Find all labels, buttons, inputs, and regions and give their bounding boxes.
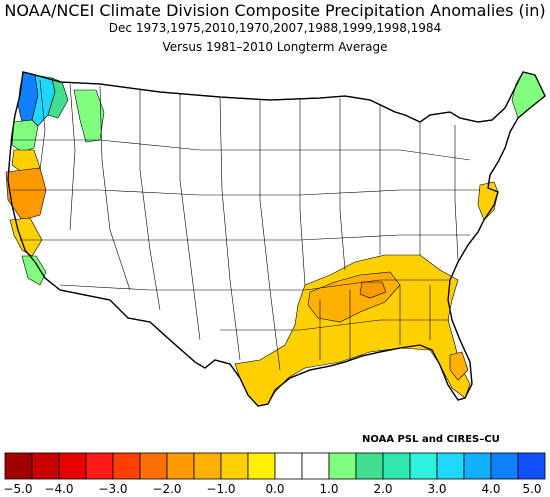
colorbar-swatch [193,452,222,480]
colorbar-swatch [436,452,465,480]
colorbar-swatch [220,452,249,480]
colorbar-ticks: −5.0 −4.0 −3.0 −2.0 −1.0 0.0 1.0 2.0 3.0 4.0 5.0 [3,482,541,496]
anomaly-patches [5,71,546,407]
colorbar-swatch [301,452,330,480]
colorbar-swatch [274,452,303,480]
colorbar: −5.0 −4.0 −3.0 −2.0 −1.0 0.0 1.0 2.0 3.0 4.0 5.0 [3,452,546,496]
colorbar-tick-label: −4.0 [44,482,73,496]
southeast-patch [234,254,471,407]
colorbar-tick-label: 1.0 [319,482,338,496]
colorbar-swatch [139,452,168,480]
colorbar-swatch [463,452,492,480]
colorbar-tick-label: −5.0 [3,482,32,496]
colorbar-swatch [490,452,519,480]
colorbar-swatch [4,452,33,480]
map-title: NOAA/NCEI Climate Division Composite Pre… [4,1,546,20]
md-de-patch [477,181,499,221]
s-ca-patch [21,255,47,286]
division-boundaries [10,79,480,371]
colorbar-tick-label: 0.0 [265,482,284,496]
colorbar-swatch [85,452,114,480]
baseline-subtitle: Versus 1981–2010 Longterm Average [162,40,388,54]
colorbar-tick-label: 3.0 [427,482,446,496]
or-coast-patch [11,119,39,153]
colorbar-swatch [58,452,87,480]
colorbar-tick-label: −3.0 [98,482,127,496]
n-ca-interior-patch [5,167,47,221]
credit-label: NOAA PSL and CIRES–CU [362,434,500,445]
colorbar-swatch [355,452,384,480]
colorbar-swatch [382,452,411,480]
florida-patch [449,351,469,381]
maine-patch [511,71,546,119]
colorbar-swatches [4,452,546,480]
colorbar-swatch [328,452,357,480]
colorbar-tick-label: 5.0 [522,482,541,496]
colorbar-swatch [31,452,60,480]
colorbar-tick-label: −1.0 [206,482,235,496]
colorbar-swatch [166,452,195,480]
us-precip-map [5,71,546,407]
colorbar-tick-label: 2.0 [373,482,392,496]
colorbar-swatch [112,452,141,480]
alabama-patch [359,281,387,299]
colorbar-tick-label: 4.0 [481,482,500,496]
colorbar-swatch [517,452,546,480]
colorbar-tick-label: −2.0 [152,482,181,496]
composite-years-subtitle: Dec 1973,1975,2010,1970,2007,1988,1999,1… [108,21,442,35]
colorbar-swatch [247,452,276,480]
conus-border [7,71,546,407]
colorbar-swatch [409,452,438,480]
